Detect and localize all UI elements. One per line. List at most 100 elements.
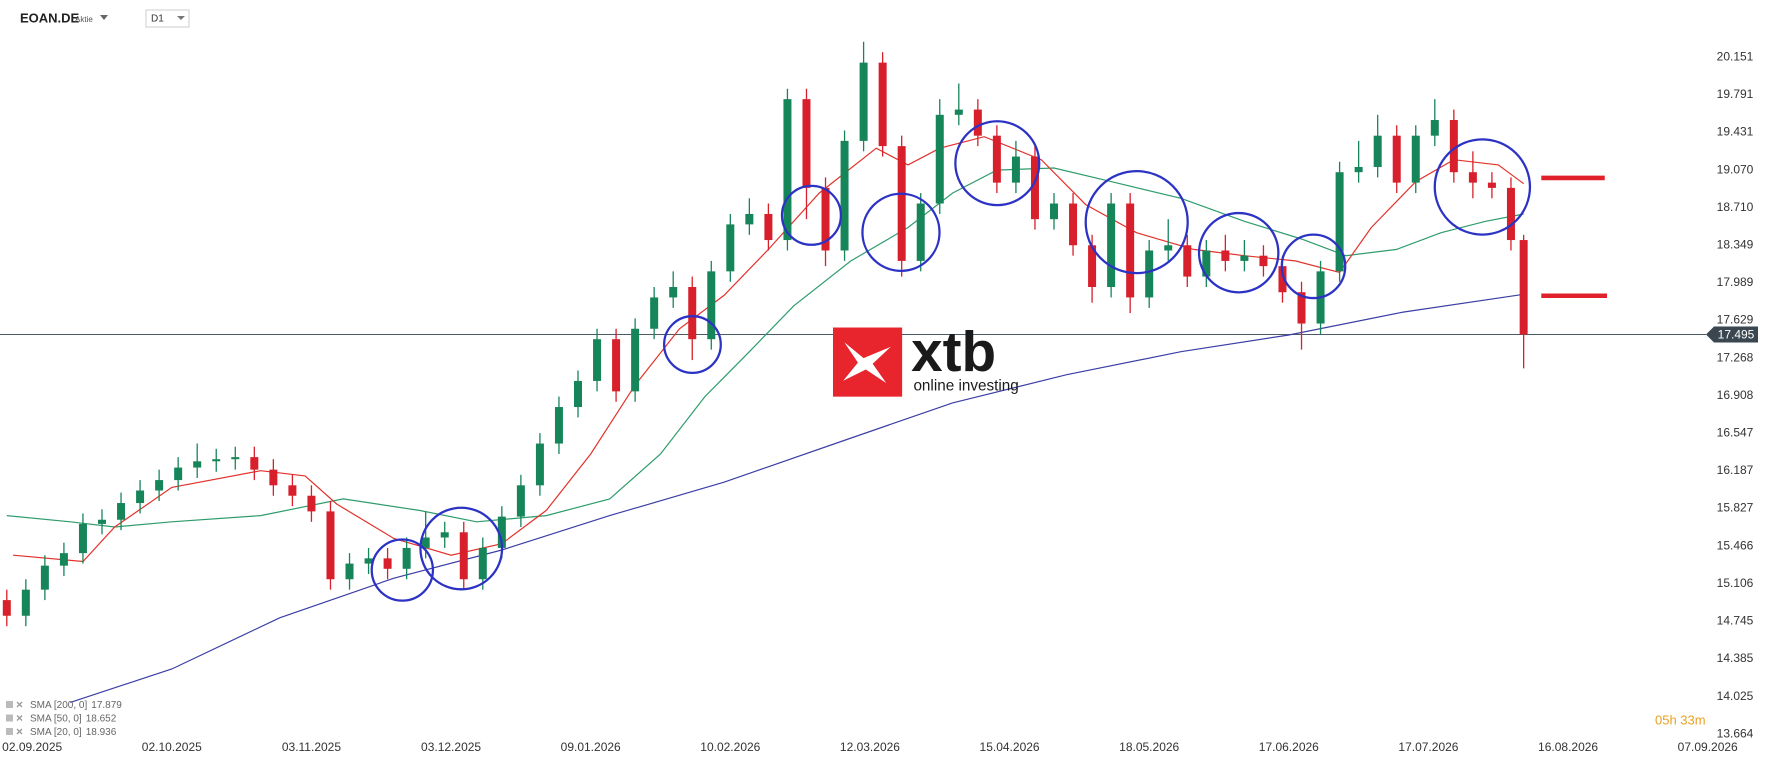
candle-body (383, 558, 392, 569)
candle-body (345, 563, 354, 580)
candle-body (1126, 203, 1135, 298)
price-label-box (1706, 326, 1758, 343)
candle-body (1049, 203, 1058, 220)
candle-body (726, 224, 735, 272)
candle-body (1335, 172, 1344, 272)
candle-body (21, 589, 30, 616)
candle-body (440, 532, 449, 538)
dropdown-arrow[interactable] (177, 16, 185, 20)
annotation-circle (1084, 169, 1189, 275)
timeframe[interactable]: D1 (151, 14, 164, 25)
candle-body (1221, 250, 1230, 261)
legend-value: 17.879 (91, 700, 122, 711)
indicator-line (13, 136, 1525, 563)
annotation-circles (370, 120, 1608, 602)
candle-body (1392, 135, 1401, 183)
candle-body (650, 297, 659, 329)
candle-body (326, 511, 335, 580)
candle-body (1240, 255, 1249, 261)
candle-body (840, 140, 849, 251)
candle-body (497, 516, 506, 548)
candle-body (1030, 156, 1039, 220)
candle-body (59, 553, 68, 566)
x-tick-label: 18.05.2026 (1119, 740, 1179, 754)
dropdown-arrow[interactable] (100, 15, 108, 20)
annotation-circle (1433, 138, 1532, 236)
y-tick-label: 14.025 (1717, 689, 1754, 703)
candle-body (1164, 245, 1173, 251)
candle-body (2, 600, 11, 616)
y-tick-label: 18.710 (1717, 200, 1754, 214)
legend-name: SMA [50, 0] (30, 713, 82, 724)
annotation-circle (780, 184, 843, 246)
candle-body (307, 495, 316, 512)
y-tick-label: 16.547 (1717, 426, 1754, 440)
annotation-circle (1197, 211, 1280, 294)
candle-body (783, 99, 792, 241)
candle-body (859, 62, 868, 141)
candle-body (364, 558, 373, 564)
candle-body (688, 287, 697, 340)
annotation-circle (1280, 233, 1347, 300)
candle-body (1487, 182, 1496, 188)
candle-body (1373, 135, 1382, 167)
candle-body (1354, 166, 1363, 173)
instrument-type: Aktie (75, 15, 93, 24)
candle-body (1449, 120, 1458, 173)
candle-body (1468, 172, 1477, 183)
candle-body (1297, 292, 1306, 324)
candle-body (1107, 203, 1116, 288)
candle-body (421, 537, 430, 548)
y-tick-label: 15.827 (1717, 501, 1754, 515)
candle-body (478, 547, 487, 580)
candle-body (1145, 250, 1154, 298)
candle-body (1088, 245, 1097, 288)
annotation-circle (861, 192, 941, 272)
legend-remove-icon (16, 728, 23, 735)
y-tick-label: 20.151 (1717, 49, 1754, 63)
legend-remove-icon (16, 715, 23, 721)
candle-body (231, 457, 240, 460)
candle-body (802, 99, 811, 188)
y-tick-label: 17.989 (1717, 275, 1754, 289)
indicator-line (6, 167, 1524, 528)
candle-body (764, 213, 773, 241)
candle-body (631, 328, 640, 392)
legend-remove-icon (16, 701, 23, 708)
legend-name: SMA [200, 0] (30, 700, 87, 711)
candle-body (1183, 245, 1192, 277)
candle-body (1011, 156, 1020, 183)
candle-body (459, 532, 468, 580)
candle-body (250, 457, 259, 470)
candle-body (707, 271, 716, 340)
candle-body (935, 114, 944, 204)
annotation-circle (370, 538, 435, 602)
candle-body (269, 469, 278, 486)
candle-body (669, 287, 678, 298)
legend-value: 18.936 (86, 727, 117, 738)
candle-body (1069, 203, 1078, 246)
x-tick-label: 12.03.2026 (840, 740, 900, 754)
candle-body (554, 407, 563, 444)
plot-area (0, 41, 1706, 703)
candle-body (1278, 266, 1287, 293)
legend-name: SMA [20, 0] (30, 727, 82, 738)
candle-body (78, 523, 87, 554)
annotation-circle (419, 506, 504, 591)
candle-body (992, 135, 1001, 183)
legend-icon (6, 714, 13, 722)
candle-body (1259, 255, 1268, 267)
candle-body (516, 485, 525, 517)
candle-body (40, 565, 49, 590)
candle-body (593, 339, 602, 381)
candle-body (535, 443, 544, 486)
candle-body (1202, 250, 1211, 277)
timeframe-box[interactable] (145, 9, 190, 28)
y-tick-label: 14.385 (1717, 651, 1754, 665)
candle-body (136, 490, 145, 504)
annotation-circle (954, 120, 1041, 207)
legend-value: 18.652 (86, 713, 117, 724)
candle-body (612, 339, 621, 392)
symbol[interactable]: EOAN.DE (20, 10, 80, 25)
y-tick-label: 15.106 (1717, 576, 1754, 590)
